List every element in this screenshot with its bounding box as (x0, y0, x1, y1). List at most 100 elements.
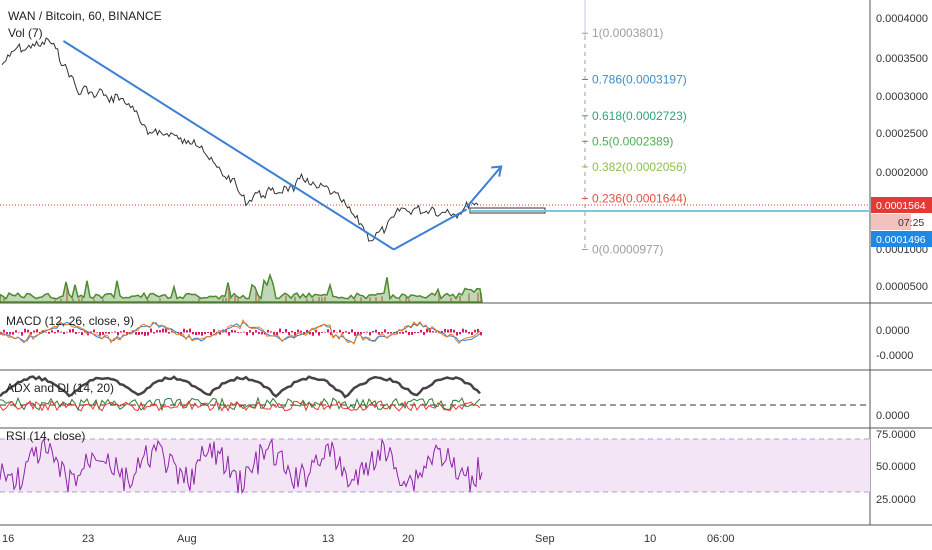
volume-bar (237, 298, 239, 302)
macd-histogram-bar (60, 331, 62, 333)
macd-histogram-bar (36, 329, 38, 333)
volume-area (0, 272, 483, 303)
fib-level-label: 0.618(0.0002723) (592, 109, 687, 123)
macd-histogram-bar (288, 332, 290, 335)
macd-histogram-bar (279, 328, 281, 333)
macd-histogram-bar (12, 332, 14, 335)
macd-histogram-bar (45, 331, 47, 333)
volume-bar (399, 299, 401, 302)
volume-bar (459, 295, 461, 302)
fib-level-label: 0.786(0.0003197) (592, 72, 687, 86)
macd-histogram-bar (81, 332, 83, 336)
price-tick: 0.0000500 (876, 281, 928, 293)
macd-histogram-bar (354, 332, 356, 336)
macd-histogram-bar (369, 332, 371, 336)
price-axis[interactable]: 0.0004000 0.0003500 0.0003000 0.0002500 … (876, 13, 928, 293)
macd-histogram-bar (321, 332, 323, 333)
macd-histogram-bar (96, 332, 98, 333)
volume-bar (312, 298, 314, 302)
macd-histogram-bar (294, 332, 296, 336)
macd-histogram-bar (387, 332, 389, 334)
volume-label[interactable]: Vol (7) (8, 26, 43, 40)
macd-histogram-bar (465, 329, 467, 333)
rsi-line (0, 437, 483, 495)
symbol-title[interactable]: WAN / Bitcoin, 60, BINANCE (8, 9, 162, 23)
volume-bar (66, 287, 68, 302)
macd-histogram-bar (477, 328, 479, 333)
current-price-value: 0.0001564 (876, 200, 926, 212)
macd-histogram-bar (258, 332, 260, 335)
volume-bar (81, 297, 83, 302)
macd-histogram-bar (138, 332, 140, 335)
volume-bar (78, 298, 80, 302)
macd-histogram-bar (348, 332, 350, 334)
macd-histogram-bar (291, 330, 293, 333)
volume-bar (369, 297, 371, 302)
volume-bar (93, 299, 95, 302)
fib-level-label: 0.5(0.0002389) (592, 134, 673, 148)
trendline-2 (465, 165, 502, 208)
adx-pane (0, 375, 481, 412)
macd-histogram-bar (171, 331, 173, 333)
macd-histogram-bar (429, 328, 431, 333)
macd-histogram-bar (72, 328, 74, 333)
macd-histogram-bar (384, 329, 386, 333)
macd-histogram-bar (57, 329, 59, 333)
macd-histogram-bar (282, 332, 284, 334)
volume-bar (285, 295, 287, 302)
macd-histogram-bar (159, 330, 161, 333)
volume-bar (405, 297, 407, 302)
macd-histogram-bar (456, 332, 458, 336)
volume-bar (159, 298, 161, 302)
adx-label[interactable]: ADX and DI (14, 20) (6, 381, 114, 395)
macd-histogram-bar (174, 332, 176, 333)
fib-level-label: 1(0.0003801) (592, 26, 663, 40)
trendlines[interactable] (62, 40, 503, 251)
macd-histogram-bar (153, 332, 155, 334)
fib-level-label: 0(0.0000977) (592, 242, 663, 256)
trendline-1 (393, 208, 468, 251)
macd-histogram-bar (276, 332, 278, 336)
macd-histogram-bar (267, 329, 269, 333)
volume-bar (3, 298, 5, 302)
volume-bar (255, 291, 257, 302)
macd-label[interactable]: MACD (12, 26, close, 9) (6, 314, 134, 328)
price-tick: 0.0004000 (876, 13, 928, 25)
countdown-badge (871, 214, 911, 230)
macd-histogram-bar (285, 328, 287, 333)
macd-histogram-bar (144, 332, 146, 336)
volume-bar (225, 298, 227, 302)
macd-histogram-bar (399, 332, 401, 334)
signal-line (0, 318, 481, 345)
macd-histogram-bar (357, 332, 359, 335)
macd-histogram-bar (327, 329, 329, 333)
macd-histogram-bar (189, 328, 191, 333)
current-price-badge (871, 197, 932, 213)
macd-histogram-bar (342, 332, 344, 334)
time-axis[interactable]: 16 23 Aug 13 20 Sep 10 06:00 (2, 533, 735, 545)
volume-bar (72, 299, 74, 302)
macd-histogram-bar (21, 332, 23, 336)
macd-histogram-bar (18, 331, 20, 333)
macd-histogram-bar (471, 332, 473, 335)
macd-histogram-bar (261, 332, 263, 335)
macd-histogram-bar (333, 329, 335, 333)
fibonacci-retracement[interactable]: 1(0.0003801) 0.786(0.0003197) 0.618(0.0002… (582, 26, 687, 256)
macd-histogram-bar (219, 332, 221, 335)
volume-bar (360, 297, 362, 302)
macd-histogram-bar (90, 331, 92, 333)
time-label: 23 (82, 533, 94, 545)
macd-histogram-bar (207, 332, 209, 334)
macd-histogram-bar (402, 332, 404, 334)
macd-histogram-bar (69, 329, 71, 333)
macd-histogram-bar (390, 332, 392, 334)
time-label: 10 (644, 533, 656, 545)
macd-histogram-bar (117, 332, 119, 336)
macd-histogram-bar (186, 330, 188, 333)
macd-histogram-bar (249, 330, 251, 333)
macd-histogram-bar (168, 332, 170, 334)
macd-histogram-bar (300, 330, 302, 333)
macd-histogram-bar (102, 332, 104, 335)
rsi-label[interactable]: RSI (14, close) (6, 429, 85, 443)
